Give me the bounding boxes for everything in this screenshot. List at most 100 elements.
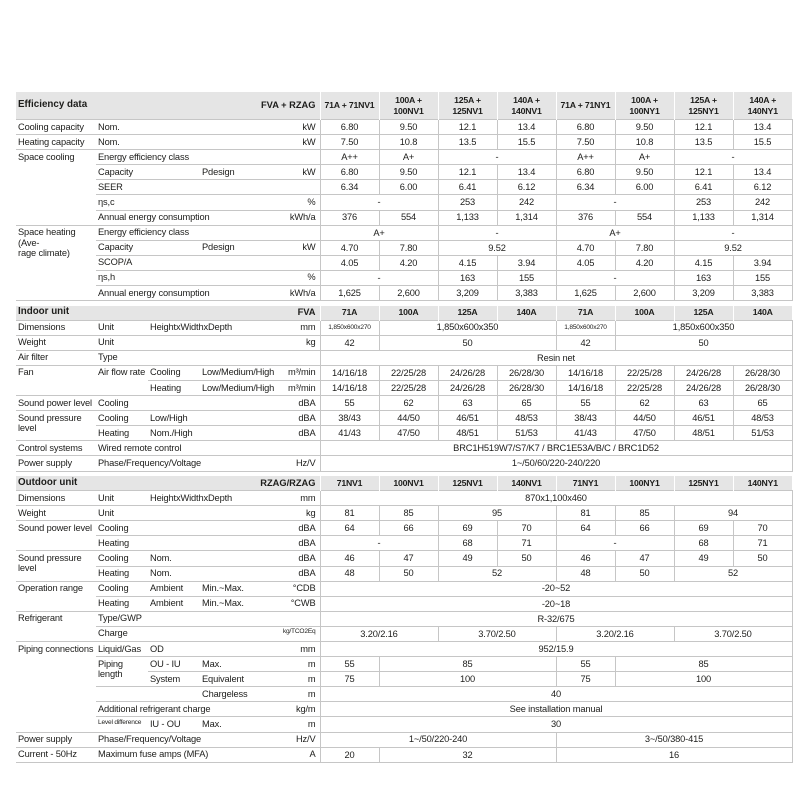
column-header: 140A	[496, 305, 556, 321]
spec-value: 1,850x600x350	[378, 319, 557, 336]
spec-value: 952/15.9	[319, 640, 793, 658]
column-header: 125A + 125NY1	[673, 92, 733, 120]
spec-value: 4.70	[555, 239, 616, 256]
row-label: Control systems	[16, 440, 96, 456]
spec-value: -	[319, 194, 439, 211]
row-label: Dimensions	[16, 319, 96, 336]
spec-value: 38/43	[555, 410, 616, 427]
spec-value: 3,209	[437, 285, 498, 302]
row-label: Piping length	[96, 656, 148, 687]
spec-value: 55	[319, 656, 380, 673]
row-label: Unit	[96, 334, 276, 351]
row-label: Min.~Max.	[200, 595, 276, 612]
spec-value: 1,625	[555, 285, 616, 302]
spec-sheet: Efficiency data FVA + RZAG 71A + 71NV1 100 A…	[16, 92, 793, 763]
spec-value: 4.20	[614, 254, 675, 271]
unit-label: kW	[276, 134, 320, 150]
spec-value: 1,850x600x270	[555, 319, 616, 336]
spec-value: 50	[732, 550, 793, 567]
spec-table-body: Efficiency data FVA + RZAG 71A + 71NV1 100 A…	[16, 92, 793, 763]
spec-value: 55	[555, 656, 616, 673]
spec-value: 22/25/28	[378, 364, 439, 382]
row-label: Min.~Max.	[200, 580, 276, 597]
row-label: Sound power level	[16, 395, 96, 411]
spec-value: 9.50	[614, 164, 675, 181]
spec-value: 95	[437, 505, 557, 522]
unit-label: kW	[276, 239, 320, 256]
spec-value: 253	[437, 194, 498, 211]
section-model-label: RZAG/RZAG	[260, 477, 316, 488]
spec-value: 42	[319, 334, 380, 351]
row-label: Maximum fuse amps (MFA)	[96, 746, 276, 763]
spec-value: 14/16/18	[555, 364, 616, 382]
row-label: Heating	[96, 425, 148, 441]
spec-value: 155	[732, 269, 793, 287]
row-label: Piping connections	[16, 641, 96, 733]
unit-label: mm	[276, 640, 320, 657]
unit-label: dBA	[276, 425, 320, 441]
spec-value: 52	[437, 565, 557, 582]
section-title: Outdoor unit	[18, 476, 78, 488]
spec-value: 100	[378, 671, 557, 688]
column-header: 71A + 71NY1	[555, 92, 615, 120]
spec-value: 20	[319, 746, 380, 763]
spec-value: 41/43	[319, 425, 380, 442]
spec-value: 9.50	[378, 164, 439, 181]
spec-value: 3,383	[496, 285, 557, 302]
section-title: Indoor unit	[18, 306, 70, 318]
row-label: Operation range	[16, 580, 96, 612]
row-label: Cooling	[96, 410, 148, 426]
row-label: Liquid/Gas	[96, 640, 148, 657]
spec-value: 70	[732, 520, 793, 537]
row-label: Additional refrigerant charge	[96, 701, 276, 717]
spec-value: 3.94	[496, 254, 557, 271]
spec-value: 48/53	[732, 410, 793, 427]
row-label: Weight	[16, 505, 96, 521]
row-label: Space heating (Ave- rage climate)	[16, 224, 96, 301]
row-label: Capacity	[96, 164, 200, 180]
row-label: Equivalent	[200, 671, 276, 687]
spec-value: -	[555, 535, 675, 552]
unit-label: kg/m	[276, 701, 320, 717]
spec-value: 46/51	[437, 410, 498, 427]
spec-value: 66	[378, 520, 439, 537]
spec-value: 163	[437, 269, 498, 287]
spec-value: 13.4	[496, 164, 557, 181]
row-label: Phase/Frequency/Voltage	[96, 731, 276, 748]
row-label: Chargeless	[200, 686, 276, 702]
column-header: 125NY1	[673, 476, 733, 491]
unit-label: kW	[276, 118, 320, 135]
spec-value: 100	[614, 671, 793, 688]
row-label: Charge	[96, 625, 276, 642]
row-label: Wired remote control	[96, 440, 276, 456]
row-label: OD	[148, 640, 276, 657]
spec-value: 50	[614, 334, 793, 351]
spec-value: A++	[555, 149, 616, 166]
row-label: Cooling	[148, 364, 200, 381]
section-header: Efficiency data FVA + RZAG	[16, 92, 320, 120]
unit-label: %	[276, 269, 320, 286]
spec-value: BRC1H519W7/S7/K7 / BRC1E53A/B/C / BRC1D5…	[319, 440, 793, 457]
spec-value: 26/28/30	[732, 379, 793, 397]
spec-value: 24/26/28	[437, 379, 498, 397]
spec-value: 22/25/28	[614, 364, 675, 382]
spec-value: 3.70/2.50	[673, 625, 793, 643]
unit-label	[276, 179, 320, 195]
row-label: Capacity	[96, 239, 200, 256]
spec-value: R-32/675	[319, 610, 793, 627]
spec-value: 6.80	[555, 118, 616, 136]
column-header: 140A + 140NY1	[732, 92, 792, 120]
column-header: 140A + 140NV1	[496, 92, 556, 120]
row-label: Nom.	[96, 134, 276, 150]
spec-value: 10.8	[614, 134, 675, 151]
spec-value: 6.12	[732, 179, 793, 196]
column-header: 125A + 125NV1	[437, 92, 497, 120]
spec-value: 4.20	[378, 254, 439, 271]
spec-value: 51/53	[496, 425, 557, 442]
spec-value: A+	[614, 149, 675, 166]
spec-value: 6.80	[319, 164, 380, 181]
unit-label: m	[276, 686, 320, 702]
spec-table: Efficiency data FVA + RZAG 71A + 71NV1 100 A…	[16, 92, 793, 763]
spec-value: 4.15	[673, 254, 734, 271]
column-header: 71A + 71NV1	[319, 92, 379, 120]
